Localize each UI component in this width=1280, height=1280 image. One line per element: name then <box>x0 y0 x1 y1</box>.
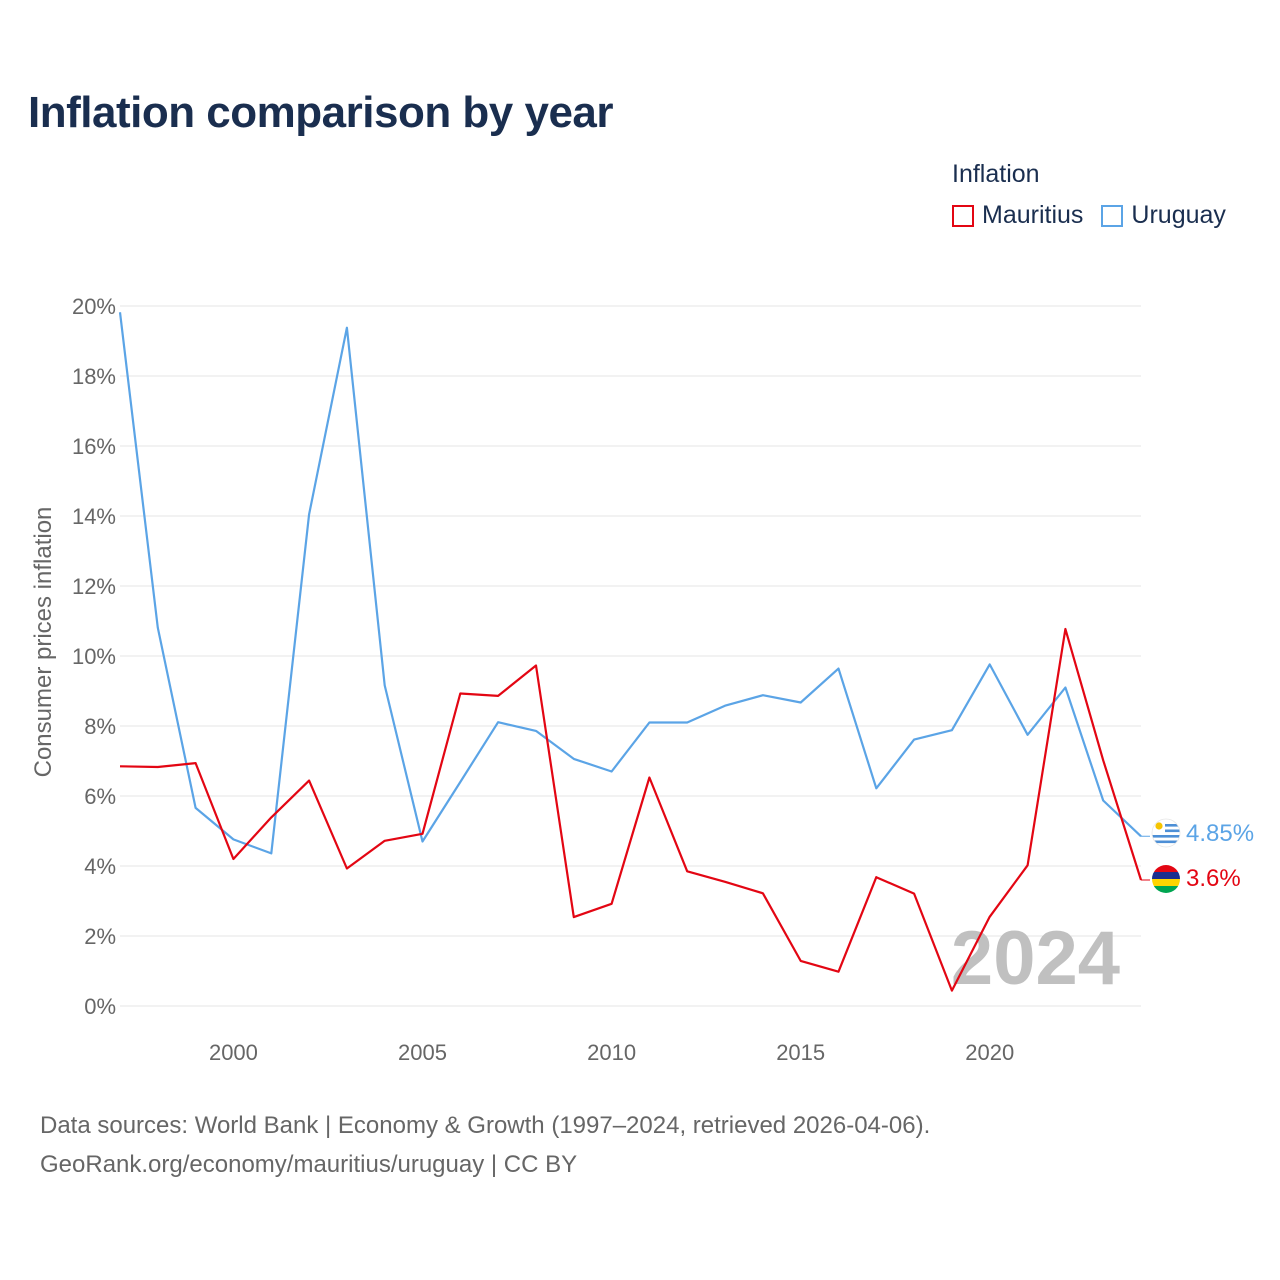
y-tick-label: 18% <box>72 364 116 389</box>
y-tick-label: 8% <box>84 714 116 739</box>
footer-sources: Data sources: World Bank | Economy & Gro… <box>40 1112 931 1139</box>
legend-label-uruguay: Uruguay <box>1131 201 1226 229</box>
x-tick-label: 2015 <box>776 1040 825 1065</box>
legend-swatch-mauritius <box>952 204 974 227</box>
x-tick-label: 2005 <box>398 1040 447 1065</box>
y-tick-label: 0% <box>84 994 116 1019</box>
x-tick-label: 2020 <box>965 1040 1014 1065</box>
y-tick-label: 20% <box>72 294 116 319</box>
legend: Inflation Mauritius Uruguay <box>952 160 1244 230</box>
y-tick-label: 4% <box>84 854 116 879</box>
y-tick-label: 14% <box>72 504 116 529</box>
x-tick-label: 2010 <box>587 1040 636 1065</box>
chart-title: Inflation comparison by year <box>28 88 614 137</box>
y-tick-label: 16% <box>72 434 116 459</box>
legend-items: Mauritius Uruguay <box>952 201 1244 230</box>
legend-label-mauritius: Mauritius <box>982 201 1084 229</box>
y-axis-label: Consumer prices inflation <box>30 507 57 778</box>
legend-item-uruguay[interactable]: Uruguay <box>1101 201 1226 230</box>
y-tick-label: 2% <box>84 924 116 949</box>
year-watermark: 2024 <box>951 916 1120 1001</box>
footer: Data sources: World Bank | Economy & Gro… <box>40 1106 930 1184</box>
y-tick-label: 10% <box>72 644 116 669</box>
uruguay-flag-icon <box>1151 818 1181 848</box>
end-label-mauritius: 3.6% <box>1186 865 1241 892</box>
y-tick-label: 6% <box>84 784 116 809</box>
legend-swatch-uruguay <box>1101 204 1124 227</box>
x-tick-label: 2000 <box>209 1040 258 1065</box>
series-line-uruguay[interactable] <box>118 312 1142 855</box>
series-lines <box>118 312 1150 992</box>
y-axis: 0% 2% 4% 6% 8% 10% 12% 14% 16% 18% 20% <box>72 294 116 1019</box>
y-tick-label: 12% <box>72 574 116 599</box>
mauritius-flag-icon <box>1152 865 1180 893</box>
grid <box>120 305 1141 1007</box>
end-label-uruguay: 4.85% <box>1186 820 1254 847</box>
x-axis: 2000 2005 2010 2015 2020 <box>209 1040 1014 1065</box>
legend-item-mauritius[interactable]: Mauritius <box>952 201 1083 230</box>
line-chart: 2024 0%2%4%6%8%10%12%14%16%18%20% 2000 20… <box>30 294 1254 1065</box>
footer-link[interactable]: GeoRank.org/economy/mauritius/uruguay | … <box>40 1151 578 1178</box>
series-line-mauritius[interactable] <box>119 627 1143 992</box>
legend-title: Inflation <box>952 160 1040 188</box>
